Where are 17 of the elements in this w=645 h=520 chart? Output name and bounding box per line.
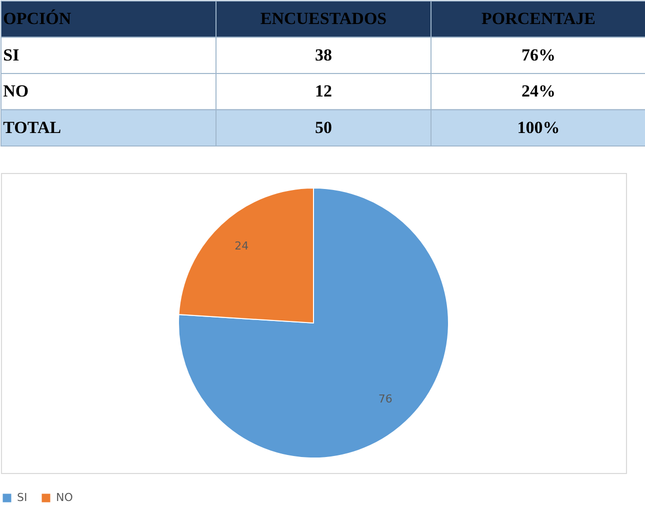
data-label: 24 (234, 239, 249, 252)
legend-label: SI (17, 491, 28, 504)
text: OPCIÓN (3, 9, 72, 28)
text: SI (3, 45, 20, 64)
text: 38 (315, 45, 332, 64)
text: TOTAL (3, 118, 62, 137)
text: ENCUESTADOS (260, 9, 387, 28)
text: PORCENTAJE (482, 9, 596, 28)
legend-label: NO (56, 491, 74, 504)
pie-slice (178, 188, 449, 458)
data-label: 76 (378, 392, 392, 406)
text: 76% (522, 45, 556, 64)
text: 12 (315, 82, 332, 101)
text: 24% (522, 82, 556, 101)
text: NO (3, 82, 29, 101)
text: 50 (315, 118, 332, 137)
text: 100% (517, 118, 560, 137)
